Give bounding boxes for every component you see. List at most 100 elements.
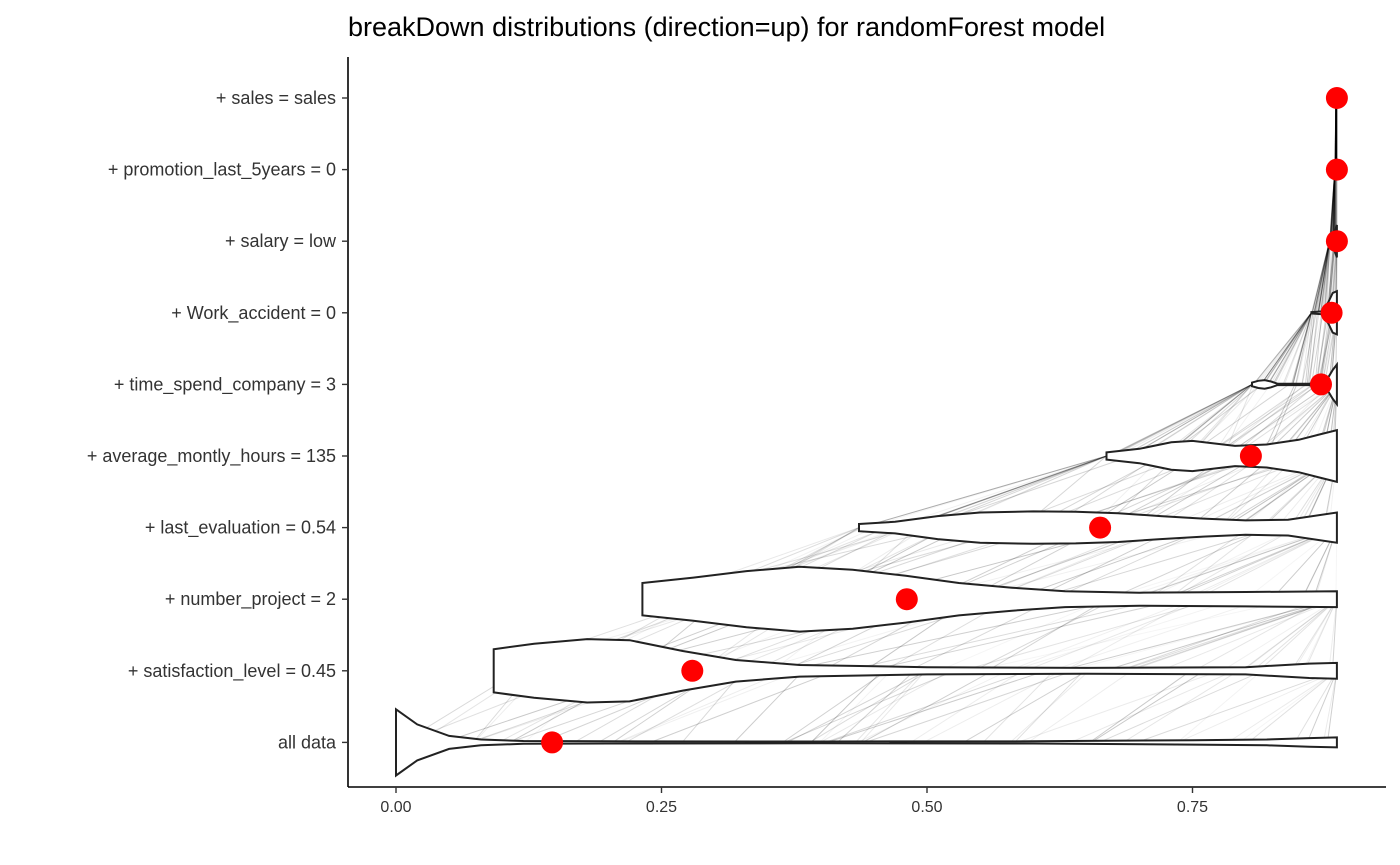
trajectory-line — [1295, 312, 1312, 385]
trajectory-line — [1177, 670, 1338, 743]
y-tick-label: + Work_accident = 0 — [171, 303, 336, 324]
trajectory-line — [1129, 383, 1253, 457]
trajectory-line — [1334, 97, 1337, 170]
y-tick-label: + last_evaluation = 0.54 — [145, 518, 336, 539]
trajectory-line — [1332, 169, 1336, 242]
trajectory-line — [1253, 312, 1312, 385]
trajectory-line — [1253, 312, 1312, 385]
trajectory-line — [1330, 169, 1336, 242]
trajectory-line — [825, 670, 1029, 743]
trajectory-line — [855, 670, 923, 743]
trajectory-line — [1263, 312, 1312, 385]
trajectory-line — [1120, 598, 1338, 672]
trajectory-line — [1314, 241, 1330, 313]
trajectory-line — [1260, 312, 1312, 385]
y-tick-label: + average_montly_hours = 135 — [87, 446, 336, 467]
trajectory-line — [1334, 97, 1337, 170]
trajectory-line — [1330, 169, 1336, 242]
trajectory-line — [1104, 527, 1338, 600]
trajectory-line — [1334, 97, 1337, 170]
trajectory-line — [1156, 455, 1264, 529]
trajectory-line — [963, 670, 1088, 743]
trajectory-line — [1009, 670, 1090, 743]
trajectory-line — [1267, 312, 1312, 385]
trajectory-line — [1260, 312, 1312, 385]
trajectory-line — [1293, 598, 1338, 672]
trajectory-line — [1334, 97, 1337, 170]
trajectory-line — [1334, 97, 1337, 170]
trajectory-line — [865, 670, 1075, 743]
data-point — [1310, 373, 1332, 396]
trajectory-line — [1301, 312, 1317, 385]
trajectory-line — [1216, 383, 1314, 457]
trajectory-line — [1320, 241, 1330, 313]
trajectory-line — [1129, 527, 1338, 600]
trajectory-line — [1313, 241, 1330, 313]
trajectory-line — [1147, 527, 1250, 600]
trajectory-line — [1311, 241, 1330, 313]
violin-shape — [1251, 361, 1338, 408]
trajectory-line — [1311, 241, 1330, 313]
x-tick-label: 0.00 — [380, 799, 411, 816]
trajectory-line — [1319, 312, 1330, 385]
trajectory-line — [1241, 598, 1338, 672]
trajectory-line — [1334, 97, 1337, 170]
trajectory-line — [1334, 97, 1337, 170]
trajectory-line — [1215, 384, 1306, 457]
trajectory-line — [1332, 169, 1336, 242]
trajectory-line — [860, 455, 1107, 529]
trajectory-line — [617, 670, 787, 743]
data-point — [895, 588, 918, 611]
trajectory-line — [1223, 383, 1336, 457]
trajectory-line — [1311, 241, 1330, 313]
trajectory-line — [1334, 97, 1337, 170]
trajectory-line — [1329, 169, 1336, 242]
trajectory-line — [1332, 169, 1336, 242]
trajectory-line — [1327, 670, 1338, 743]
trajectory-line — [1313, 241, 1330, 313]
trajectory-line — [1267, 312, 1312, 385]
data-point — [1089, 516, 1112, 539]
trajectory-line — [782, 670, 887, 743]
trajectory-line — [1123, 383, 1253, 457]
trajectory-line — [1052, 527, 1210, 600]
trajectory-line — [1313, 241, 1330, 313]
y-tick-label: all data — [278, 732, 337, 752]
data-point — [681, 659, 704, 682]
trajectory-line — [1306, 312, 1315, 385]
trajectory-line — [1262, 312, 1312, 385]
trajectory-line — [857, 670, 1009, 743]
trajectory-line — [1334, 97, 1337, 170]
trajectory-line — [1324, 241, 1330, 313]
data-point — [1320, 301, 1343, 324]
trajectory-line — [1316, 241, 1330, 313]
trajectory-line — [1329, 169, 1336, 242]
trajectory-line — [1334, 97, 1337, 170]
trajectory-line — [1304, 598, 1338, 672]
trajectory-line — [1117, 383, 1253, 457]
trajectory-line — [866, 455, 1107, 529]
trajectory-line — [1025, 598, 1207, 672]
trajectory-line — [987, 598, 1108, 672]
trajectory-line — [1314, 241, 1330, 313]
violin-shape — [641, 565, 1338, 633]
trajectory-line — [1270, 312, 1312, 385]
axes — [347, 57, 1386, 788]
trajectory-line — [1090, 670, 1205, 743]
trajectory-line — [1329, 169, 1336, 242]
trajectory-line — [1131, 527, 1338, 600]
trajectory-line — [1324, 241, 1331, 313]
trajectory-line — [1231, 384, 1318, 457]
trajectory-line — [1322, 241, 1330, 313]
trajectory-line — [1330, 169, 1336, 242]
trajectory-line — [1309, 312, 1318, 385]
trajectory-line — [845, 598, 1162, 672]
trajectory-line — [1112, 383, 1253, 457]
trajectory-line — [1260, 312, 1312, 385]
trajectory-line — [819, 670, 892, 743]
trajectory-line — [618, 670, 800, 743]
trajectory-line — [1008, 598, 1194, 672]
trajectory-line — [1223, 384, 1254, 457]
trajectory-line — [1331, 169, 1336, 242]
trajectory-line — [1282, 312, 1312, 385]
